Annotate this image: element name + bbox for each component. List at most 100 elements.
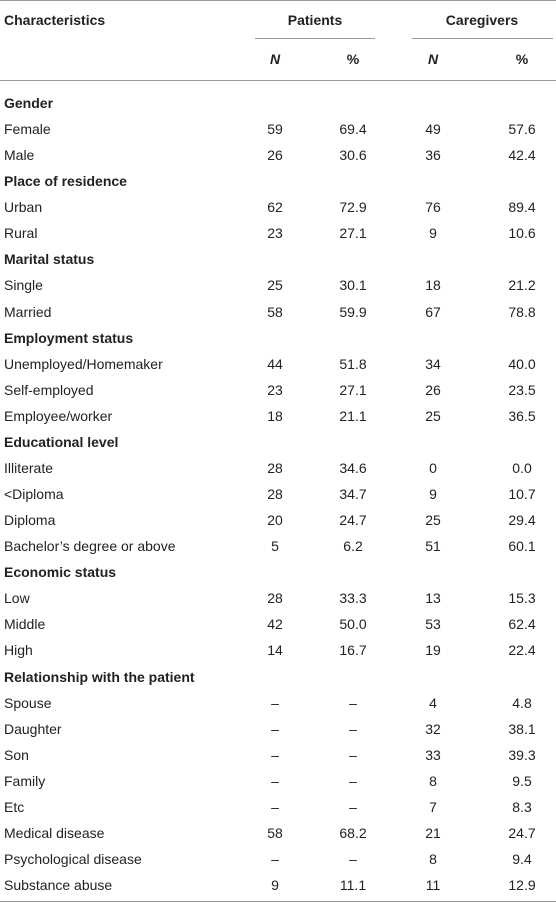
header-group: Patients	[287, 12, 343, 28]
cell: 36	[425, 147, 441, 164]
row-label: Female	[4, 121, 51, 138]
row-label: Son	[4, 746, 29, 763]
header-group: Caregivers	[445, 12, 519, 28]
cell: 58	[267, 303, 283, 320]
cell: –	[349, 694, 357, 711]
row-label: Daughter	[4, 720, 62, 737]
cell: 9	[271, 877, 279, 894]
header-sub: %	[346, 51, 360, 67]
cell: 40.0	[508, 355, 536, 372]
cell: –	[349, 772, 357, 789]
row-label: Illiterate	[4, 459, 54, 476]
cell: 59	[267, 121, 283, 138]
cell: 25	[267, 277, 283, 294]
rule	[412, 38, 553, 39]
cell: 8.3	[512, 798, 532, 815]
cell: 89.4	[508, 199, 536, 216]
cell: 68.2	[339, 824, 367, 841]
cell: 11	[425, 877, 441, 894]
cell: 28	[267, 590, 283, 607]
cell: 30.1	[339, 277, 367, 294]
cell: 0.0	[512, 459, 532, 476]
cell: 50.0	[339, 616, 367, 633]
cell: –	[271, 746, 279, 763]
rule	[255, 38, 375, 39]
row-label: <Diploma	[4, 486, 64, 503]
section-title: Relationship with the patient	[4, 668, 195, 685]
cell: 38.1	[508, 720, 536, 737]
row-label: Self-employed	[4, 381, 94, 398]
cell: –	[349, 798, 357, 815]
row-label: Married	[4, 303, 52, 320]
cell: 8	[429, 851, 437, 868]
cell: 49	[425, 121, 441, 138]
cell: –	[349, 720, 357, 737]
cell: 27.1	[339, 225, 367, 242]
cell: 6.2	[343, 538, 363, 555]
cell: 33.3	[339, 590, 367, 607]
header-sub: N	[269, 51, 281, 67]
row-label: Substance abuse	[4, 877, 113, 894]
cell: 15.3	[508, 590, 536, 607]
row-label: Medical disease	[4, 824, 105, 841]
cell: 0	[429, 459, 437, 476]
cell: 36.5	[508, 407, 536, 424]
cell: –	[271, 772, 279, 789]
rule	[0, 80, 556, 81]
cell: 67	[425, 303, 441, 320]
cell: 29.4	[508, 512, 536, 529]
cell: –	[271, 694, 279, 711]
cell: 12.9	[508, 877, 536, 894]
cell: 9.5	[512, 772, 532, 789]
cell: 25	[425, 407, 441, 424]
cell: 34.6	[339, 459, 367, 476]
row-label: Employee/worker	[4, 407, 113, 424]
cell: 39.3	[508, 746, 536, 763]
row-label: Family	[4, 772, 46, 789]
cell: 32	[425, 720, 441, 737]
cell: –	[271, 720, 279, 737]
cell: 23.5	[508, 381, 536, 398]
cell: 34.7	[339, 486, 367, 503]
cell: 26	[267, 147, 283, 164]
section-title: Economic status	[4, 564, 117, 581]
rule	[0, 901, 556, 902]
row-label: Middle	[4, 616, 46, 633]
cell: 28	[267, 459, 283, 476]
cell: 14	[267, 642, 283, 659]
cell: 8	[429, 772, 437, 789]
cell: 44	[267, 355, 283, 372]
cell: 62.4	[508, 616, 536, 633]
section-title: Place of residence	[4, 173, 127, 190]
row-label: High	[4, 642, 33, 659]
cell: 21	[425, 824, 441, 841]
cell: 21.1	[339, 407, 367, 424]
section-title: Marital status	[4, 251, 95, 268]
header-characteristics: Characteristics	[4, 12, 106, 28]
cell: 28	[267, 486, 283, 503]
cell: –	[349, 746, 357, 763]
section-title: Educational level	[4, 433, 119, 450]
cell: 53	[425, 616, 441, 633]
cell: 4.8	[512, 694, 532, 711]
cell: 13	[425, 590, 441, 607]
cell: 7	[429, 798, 437, 815]
cell: 22.4	[508, 642, 536, 659]
cell: 11.1	[339, 877, 367, 894]
rule	[0, 0, 556, 1]
cell: 18	[425, 277, 441, 294]
cell: 69.4	[339, 121, 367, 138]
cell: 51	[425, 538, 441, 555]
cell: 25	[425, 512, 441, 529]
cell: 16.7	[339, 642, 367, 659]
cell: 23	[267, 381, 283, 398]
cell: 62	[267, 199, 283, 216]
cell: 30.6	[339, 147, 367, 164]
row-label: Bachelor’s degree or above	[4, 538, 176, 555]
row-label: Unemployed/Homemaker	[4, 355, 163, 372]
row-label: Spouse	[4, 694, 52, 711]
row-label: Diploma	[4, 512, 56, 529]
cell: 9	[429, 486, 437, 503]
cell: 72.9	[339, 199, 367, 216]
